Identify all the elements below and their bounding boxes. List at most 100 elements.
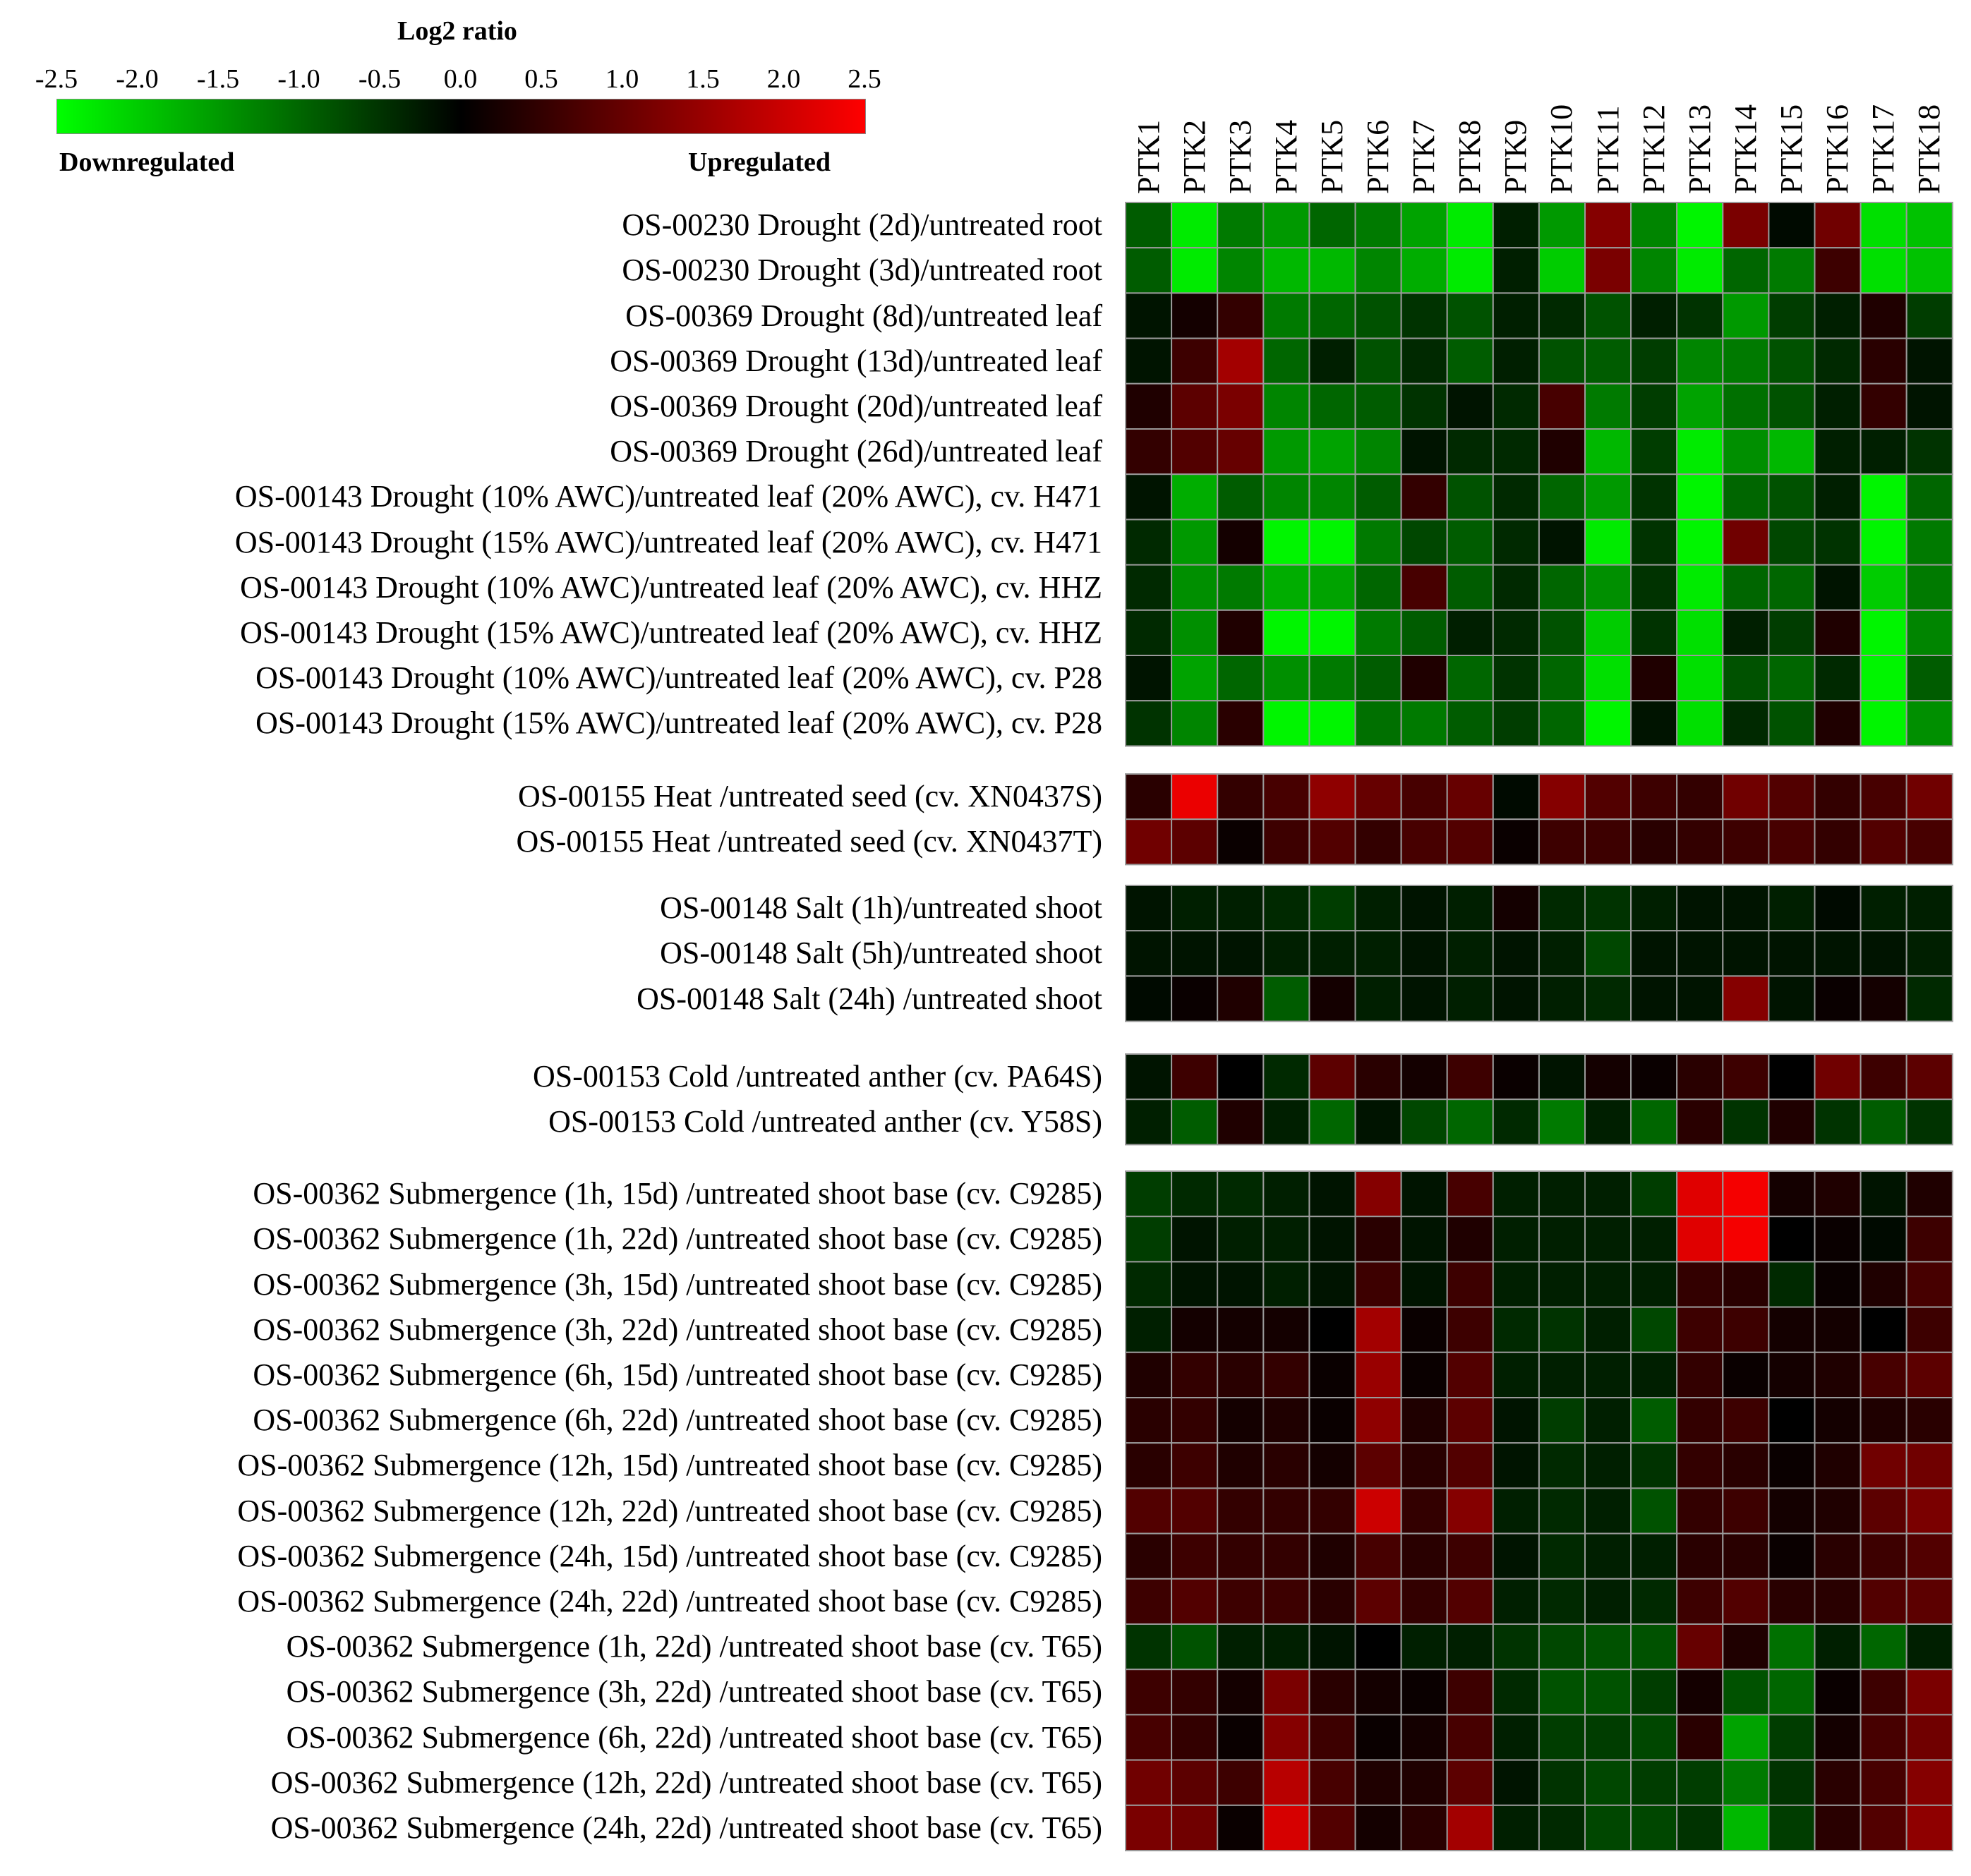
heatmap-cell <box>1262 1306 1310 1353</box>
heatmap-cell <box>1630 428 1678 476</box>
heatmap-cell <box>1217 1714 1265 1761</box>
heatmap-cell <box>1217 930 1265 977</box>
heatmap-cell <box>1722 1714 1770 1761</box>
heatmap-cell <box>1860 1442 1907 1489</box>
heatmap-cell <box>1722 292 1770 339</box>
heatmap-cell <box>1400 885 1448 932</box>
heatmap-cell <box>1125 473 1173 521</box>
heatmap-cell <box>1308 975 1356 1022</box>
heatmap-cell <box>1354 337 1402 385</box>
heatmap-cell <box>1676 1442 1724 1489</box>
column-label: PTK5 <box>1314 119 1349 194</box>
heatmap-cell <box>1125 1623 1173 1671</box>
heatmap-cell <box>1262 1053 1310 1101</box>
legend-low-label: Downregulated <box>59 147 235 177</box>
heatmap-cell <box>1125 885 1173 932</box>
heatmap-cell <box>1125 700 1173 747</box>
heatmap-cell <box>1905 247 1953 294</box>
heatmap-cell <box>1584 1261 1632 1308</box>
legend-tick-label: -0.5 <box>358 64 402 94</box>
heatmap-cell <box>1400 655 1448 702</box>
heatmap-cell <box>1722 473 1770 521</box>
legend-tick-label: 1.5 <box>686 64 720 94</box>
heatmap-cell <box>1814 609 1862 656</box>
heatmap-cell <box>1125 1442 1173 1489</box>
heatmap-cell <box>1492 1623 1540 1671</box>
heatmap-cell <box>1538 1351 1586 1399</box>
heatmap-cell <box>1538 1099 1586 1146</box>
heatmap-cell <box>1217 1351 1265 1399</box>
heatmap-cell <box>1354 1261 1402 1308</box>
heatmap-cell <box>1400 1053 1448 1101</box>
heatmap-cell <box>1354 564 1402 611</box>
heatmap-cell <box>1446 202 1494 249</box>
heatmap-cell <box>1354 773 1402 821</box>
heatmap-cell <box>1860 292 1907 339</box>
heatmap-cell <box>1905 655 1953 702</box>
heatmap-cell <box>1125 1053 1173 1101</box>
heatmap-cell <box>1630 519 1678 566</box>
heatmap-cell <box>1630 1623 1678 1671</box>
heatmap-cell <box>1217 1578 1265 1626</box>
heatmap-cell <box>1400 473 1448 521</box>
heatmap-cell <box>1584 382 1632 430</box>
column-label: PTK14 <box>1728 104 1763 194</box>
heatmap-cell <box>1584 1578 1632 1626</box>
heatmap-cell <box>1676 1306 1724 1353</box>
heatmap-cell <box>1860 1804 1907 1852</box>
heatmap-cell <box>1171 700 1219 747</box>
heatmap-cell <box>1262 655 1310 702</box>
heatmap-cell <box>1814 930 1862 977</box>
heatmap-cell <box>1262 428 1310 476</box>
heatmap-cell <box>1630 1170 1678 1218</box>
heatmap-cell <box>1905 564 1953 611</box>
heatmap-cell <box>1722 1623 1770 1671</box>
heatmap-cell <box>1905 1623 1953 1671</box>
heatmap-cell <box>1400 337 1448 385</box>
heatmap-cell <box>1171 1053 1219 1101</box>
heatmap-cell <box>1492 1578 1540 1626</box>
heatmap-cell <box>1308 885 1356 932</box>
heatmap-cell <box>1814 1578 1862 1626</box>
heatmap-cell <box>1308 1532 1356 1580</box>
heatmap-cell <box>1171 1397 1219 1444</box>
heatmap-cell <box>1354 885 1402 932</box>
heatmap-cell <box>1768 700 1816 747</box>
heatmap-cell <box>1538 1170 1586 1218</box>
heatmap-cell <box>1446 1053 1494 1101</box>
heatmap-cell <box>1538 1714 1586 1761</box>
heatmap-cell <box>1400 564 1448 611</box>
heatmap-cell <box>1630 1578 1678 1626</box>
heatmap-cell <box>1676 202 1724 249</box>
heatmap-cell <box>1538 564 1586 611</box>
heatmap-cell <box>1171 1669 1219 1716</box>
heatmap-cell <box>1630 1216 1678 1263</box>
heatmap-cell <box>1125 519 1173 566</box>
heatmap-cell <box>1630 1714 1678 1761</box>
heatmap-cell <box>1722 609 1770 656</box>
heatmap-cell <box>1630 247 1678 294</box>
heatmap-cell <box>1905 609 1953 656</box>
heatmap-cell <box>1860 1099 1907 1146</box>
heatmap-cell <box>1538 1623 1586 1671</box>
heatmap-cell <box>1217 1669 1265 1716</box>
heatmap-cell <box>1814 292 1862 339</box>
heatmap-cell <box>1538 773 1586 821</box>
heatmap-cell <box>1538 1053 1586 1101</box>
heatmap-cell <box>1217 1053 1265 1101</box>
heatmap-cell <box>1538 473 1586 521</box>
column-label: PTK3 <box>1222 119 1258 194</box>
row-label: OS-00362 Submergence (12h, 22d) /untreat… <box>237 1493 1102 1528</box>
heatmap-cell <box>1492 773 1540 821</box>
heatmap-cell <box>1768 1170 1816 1218</box>
heatmap-cell <box>1400 1578 1448 1626</box>
row-label: OS-00362 Submergence (3h, 22d) /untreate… <box>253 1312 1102 1347</box>
heatmap-cell <box>1171 382 1219 430</box>
heatmap-cell <box>1584 885 1632 932</box>
heatmap-cell <box>1584 473 1632 521</box>
heatmap-cell <box>1446 1714 1494 1761</box>
heatmap-cell <box>1262 1578 1310 1626</box>
heatmap-cell <box>1814 1804 1862 1852</box>
heatmap-cell <box>1814 1532 1862 1580</box>
heatmap-cell <box>1630 564 1678 611</box>
